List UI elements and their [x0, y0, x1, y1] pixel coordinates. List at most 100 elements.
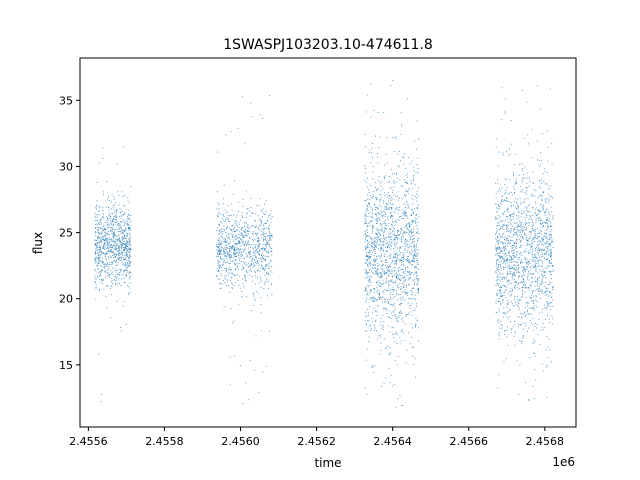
data-point: [231, 203, 233, 205]
data-point: [126, 216, 128, 218]
data-point: [376, 291, 378, 293]
data-point: [97, 236, 99, 238]
data-point: [387, 345, 388, 347]
data-point: [377, 156, 379, 158]
data-point: [236, 248, 238, 250]
data-point: [244, 275, 246, 277]
data-point: [552, 271, 554, 273]
data-point: [545, 287, 547, 289]
data-point: [254, 213, 256, 215]
data-point: [518, 259, 520, 260]
data-point: [538, 243, 540, 245]
data-point: [365, 320, 367, 322]
data-point: [98, 245, 100, 247]
data-point: [377, 289, 379, 291]
data-point: [383, 298, 385, 300]
data-point: [243, 225, 245, 227]
data-point: [539, 229, 541, 231]
data-point: [234, 222, 236, 224]
data-point: [519, 186, 521, 188]
data-point: [530, 313, 532, 315]
data-point: [396, 275, 398, 277]
data-point: [541, 199, 543, 201]
data-point: [119, 240, 121, 242]
data-point: [393, 229, 395, 231]
data-point: [414, 220, 416, 222]
data-point: [236, 252, 238, 254]
data-point: [406, 286, 407, 288]
data-point: [417, 172, 419, 174]
data-point: [264, 233, 266, 235]
data-point: [234, 250, 236, 252]
data-point: [545, 182, 547, 184]
data-point: [538, 264, 540, 266]
data-point: [495, 261, 497, 263]
data-point: [121, 257, 122, 259]
data-point: [389, 242, 391, 244]
data-point: [106, 275, 108, 277]
data-point: [499, 335, 500, 337]
data-point: [416, 255, 418, 257]
data-point: [513, 228, 515, 230]
data-point: [219, 279, 221, 281]
data-point: [373, 237, 375, 239]
data-point: [387, 162, 389, 164]
data-point: [401, 124, 403, 126]
data-point: [532, 256, 534, 258]
data-point: [246, 264, 248, 266]
data-point: [366, 256, 368, 257]
data-point: [511, 288, 513, 290]
data-point: [552, 217, 554, 219]
data-point: [541, 283, 542, 285]
data-point: [378, 147, 380, 148]
data-point: [255, 256, 256, 258]
data-point: [520, 203, 522, 205]
data-point: [401, 269, 403, 270]
data-point: [103, 223, 105, 225]
data-point: [513, 273, 515, 275]
data-point: [527, 222, 529, 224]
data-point: [537, 277, 539, 279]
data-point: [403, 284, 405, 285]
data-point: [386, 270, 388, 272]
data-point: [504, 291, 506, 293]
data-point: [377, 305, 378, 307]
data-point: [372, 220, 374, 222]
data-point: [416, 164, 418, 165]
data-point: [541, 196, 543, 198]
data-point: [408, 284, 410, 286]
data-point: [128, 226, 130, 228]
data-point: [119, 221, 121, 222]
data-point: [101, 228, 103, 230]
data-point: [127, 213, 129, 215]
data-point: [412, 231, 414, 233]
data-point: [115, 238, 116, 240]
data-point: [526, 206, 528, 208]
data-point: [503, 291, 505, 293]
data-point: [417, 279, 419, 281]
data-point: [257, 252, 259, 254]
data-point: [260, 230, 262, 232]
data-point: [496, 263, 498, 265]
data-point: [542, 206, 544, 208]
data-point: [510, 283, 512, 285]
data-point: [402, 252, 404, 254]
data-point: [550, 252, 552, 254]
data-point: [369, 204, 371, 205]
data-point: [109, 249, 111, 251]
data-point: [371, 152, 373, 154]
data-point: [371, 321, 373, 323]
data-point: [539, 297, 541, 299]
data-point: [513, 234, 515, 236]
data-point: [233, 226, 235, 228]
data-point: [515, 206, 517, 208]
data-point: [127, 223, 128, 225]
data-point: [521, 281, 522, 283]
data-point: [407, 223, 409, 225]
data-point: [395, 282, 397, 284]
data-point: [383, 272, 385, 274]
data-point: [391, 218, 393, 219]
data-point: [498, 297, 500, 299]
data-point: [261, 216, 263, 218]
y-tick-label: 20: [59, 293, 73, 306]
